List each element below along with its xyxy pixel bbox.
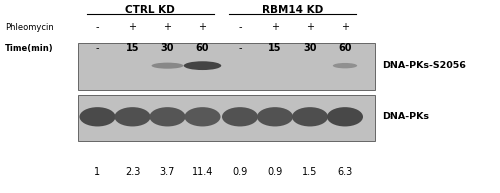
Bar xyxy=(78,95,375,141)
Ellipse shape xyxy=(327,107,363,126)
Text: 60: 60 xyxy=(338,43,352,53)
Text: +: + xyxy=(164,22,172,32)
Ellipse shape xyxy=(150,107,186,126)
Text: 15: 15 xyxy=(268,43,282,53)
Text: Time(min): Time(min) xyxy=(5,44,54,53)
Ellipse shape xyxy=(80,107,116,126)
Text: +: + xyxy=(198,22,206,32)
Text: 2.3: 2.3 xyxy=(125,167,140,177)
Bar xyxy=(78,43,375,90)
Text: DNA-PKs-S2056: DNA-PKs-S2056 xyxy=(382,61,466,70)
Text: 6.3: 6.3 xyxy=(338,167,352,177)
Text: 1: 1 xyxy=(94,167,100,177)
Text: +: + xyxy=(128,22,136,32)
Ellipse shape xyxy=(114,107,150,126)
Text: RBM14 KD: RBM14 KD xyxy=(262,5,323,15)
Ellipse shape xyxy=(292,107,328,126)
Text: Phleomycin: Phleomycin xyxy=(5,23,54,31)
Text: 60: 60 xyxy=(196,43,209,53)
Ellipse shape xyxy=(184,61,221,70)
Text: 30: 30 xyxy=(303,43,317,53)
Text: +: + xyxy=(271,22,279,32)
Text: 15: 15 xyxy=(126,43,139,53)
Text: 11.4: 11.4 xyxy=(192,167,213,177)
Ellipse shape xyxy=(333,63,357,68)
Ellipse shape xyxy=(257,107,293,126)
Text: 30: 30 xyxy=(161,43,174,53)
Text: 3.7: 3.7 xyxy=(160,167,175,177)
Text: -: - xyxy=(96,22,99,32)
Text: +: + xyxy=(341,22,349,32)
Text: CTRL KD: CTRL KD xyxy=(125,5,175,15)
Text: -: - xyxy=(96,43,99,53)
Text: +: + xyxy=(306,22,314,32)
Ellipse shape xyxy=(152,63,184,69)
Text: 0.9: 0.9 xyxy=(268,167,282,177)
Text: -: - xyxy=(238,43,242,53)
Ellipse shape xyxy=(184,107,220,126)
Text: 1.5: 1.5 xyxy=(302,167,318,177)
Ellipse shape xyxy=(222,107,258,126)
Text: -: - xyxy=(238,22,242,32)
Text: 0.9: 0.9 xyxy=(232,167,248,177)
Text: DNA-PKs: DNA-PKs xyxy=(382,112,430,121)
